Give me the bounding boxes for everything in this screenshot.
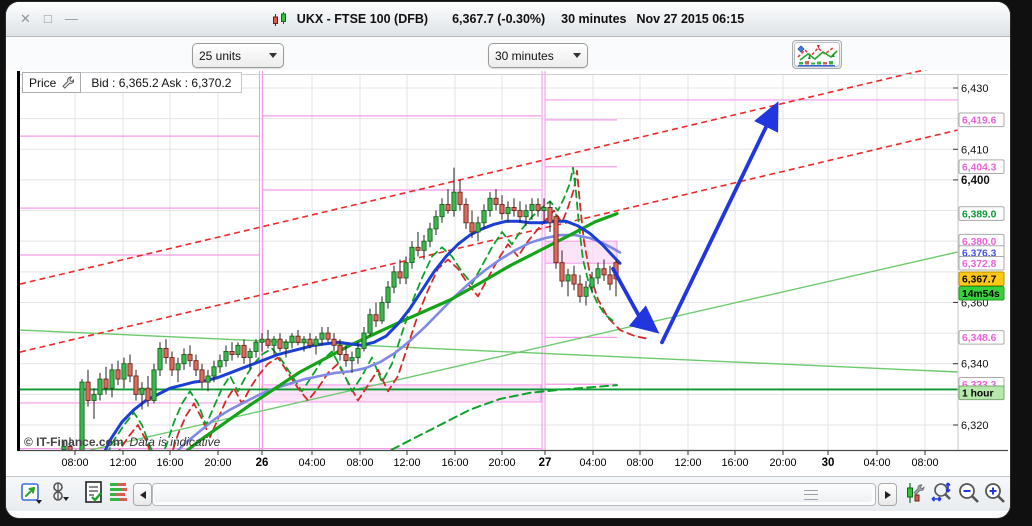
price-tab-label: Price — [29, 75, 57, 90]
svg-text:6,419.6: 6,419.6 — [962, 116, 997, 127]
price-panel-header: Price Bid : 6,365.2 Ask : 6,370.2 — [22, 72, 243, 93]
chevron-down-icon — [269, 53, 277, 58]
svg-text:6,410: 6,410 — [961, 144, 989, 156]
chevron-down-icon — [573, 53, 581, 58]
svg-text:6,376.3: 6,376.3 — [962, 248, 997, 259]
svg-text:08:00: 08:00 — [626, 457, 653, 469]
chart-toolbar: 25 units 30 minutes — [6, 37, 1010, 70]
svg-text:6,320: 6,320 — [961, 420, 989, 432]
svg-text:6,340: 6,340 — [961, 359, 989, 371]
zoom-dynamic-icon[interactable] — [930, 481, 954, 505]
right-arrow-icon — [884, 490, 891, 499]
svg-text:30: 30 — [822, 457, 835, 469]
scrollbar-grip-icon — [804, 490, 818, 500]
svg-text:6,348.6: 6,348.6 — [962, 333, 997, 344]
svg-text:6,367.7: 6,367.7 — [962, 275, 997, 286]
scroll-right-button[interactable] — [878, 483, 897, 506]
snap-settings-icon[interactable] — [50, 481, 74, 505]
market-depth-icon[interactable] — [108, 481, 132, 505]
svg-text:04:00: 04:00 — [579, 457, 606, 469]
window-controls: ✕ □ — — [20, 10, 78, 27]
title-timeframe: 30 minutes — [561, 12, 627, 26]
svg-text:08:00: 08:00 — [346, 457, 373, 469]
svg-text:08:00: 08:00 — [61, 457, 88, 469]
left-arrow-icon — [139, 490, 146, 499]
svg-text:6,430: 6,430 — [961, 83, 989, 95]
svg-text:12:00: 12:00 — [109, 457, 136, 469]
svg-text:6,380.0: 6,380.0 — [962, 237, 997, 248]
chart-area: © IT-Finance.com Data is indicative 6,430 6… — [14, 70, 1010, 474]
svg-text:16:00: 16:00 — [156, 457, 183, 469]
svg-text:6,389.0: 6,389.0 — [962, 209, 997, 220]
wrench-icon — [62, 76, 75, 89]
close-button[interactable]: ✕ — [20, 11, 31, 26]
units-dropdown[interactable]: 25 units — [192, 43, 284, 68]
timeframe-dropdown[interactable]: 30 minutes — [488, 43, 588, 68]
svg-text:08:00: 08:00 — [911, 457, 938, 469]
chart-style-button[interactable] — [792, 40, 842, 69]
instrument-name: UKX - FTSE 100 (DFB) — [296, 12, 429, 26]
minimize-button[interactable]: — — [64, 11, 78, 26]
svg-text:12:00: 12:00 — [393, 457, 420, 469]
svg-text:16:00: 16:00 — [441, 457, 468, 469]
zoom-in-icon[interactable] — [983, 481, 1007, 505]
window-titlebar: ✕ □ — UKX - FTSE 100 (DFB) 6,367.7 (-0.3… — [6, 2, 1010, 37]
maximize-button[interactable]: □ — [43, 11, 52, 26]
chart-settings-icon[interactable] — [903, 481, 927, 505]
instrument-candle-icon — [272, 12, 286, 26]
svg-text:12:00: 12:00 — [674, 457, 701, 469]
svg-text:6,372.8: 6,372.8 — [962, 259, 997, 270]
svg-text:04:00: 04:00 — [863, 457, 890, 469]
scroll-left-button[interactable] — [133, 483, 152, 506]
chart-scrollbar[interactable] — [152, 483, 876, 506]
svg-text:6,404.3: 6,404.3 — [962, 163, 997, 174]
svg-text:1 hour: 1 hour — [962, 389, 993, 400]
window-title: UKX - FTSE 100 (DFB) 6,367.7 (-0.30%) 30… — [6, 2, 1010, 36]
svg-text:20:00: 20:00 — [204, 457, 231, 469]
timeframe-dropdown-value: 30 minutes — [495, 48, 554, 63]
price-tab[interactable]: Price — [22, 72, 82, 93]
zoom-out-icon[interactable] — [957, 481, 981, 505]
svg-text:26: 26 — [256, 457, 269, 469]
svg-text:04:00: 04:00 — [298, 457, 325, 469]
export-chart-icon[interactable] — [21, 481, 45, 505]
price-chart[interactable]: © IT-Finance.com Data is indicative 6,430 6… — [14, 70, 1010, 474]
units-dropdown-value: 25 units — [199, 48, 242, 63]
svg-text:16:00: 16:00 — [721, 457, 748, 469]
title-last-price: 6,367.7 (-0.30%) — [452, 12, 546, 26]
svg-text:6,400: 6,400 — [961, 175, 990, 187]
analysis-report-icon[interactable] — [82, 481, 106, 505]
bid-ask-readout: Bid : 6,365.2 Ask : 6,370.2 — [81, 72, 243, 93]
bottom-toolbar — [6, 476, 1010, 511]
title-datetime: Nov 27 2015 06:15 — [636, 12, 745, 26]
chart-window: ✕ □ — UKX - FTSE 100 (DFB) 6,367.7 (-0.3… — [6, 2, 1010, 518]
svg-text:20:00: 20:00 — [769, 457, 796, 469]
svg-text:20:00: 20:00 — [488, 457, 515, 469]
chart-style-icon — [794, 42, 840, 67]
svg-text:27: 27 — [539, 457, 552, 469]
scrollbar-thumb[interactable] — [154, 485, 872, 502]
svg-text:14m54s: 14m54s — [962, 289, 1000, 300]
